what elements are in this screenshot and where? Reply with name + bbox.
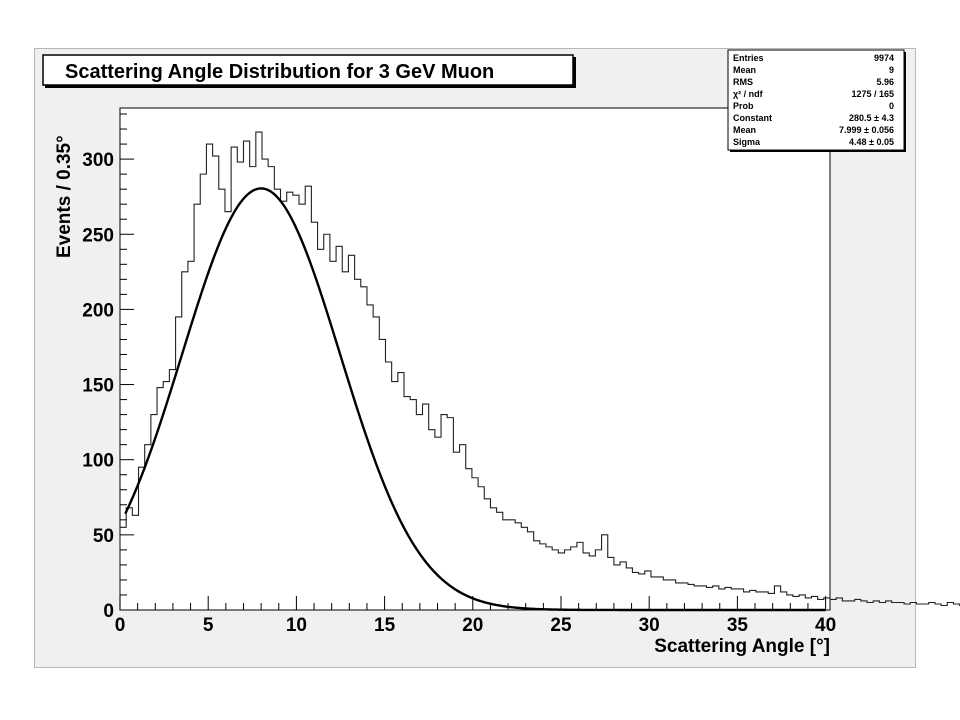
- y-tick-label: 150: [82, 376, 114, 397]
- x-tick-label: 20: [462, 615, 483, 636]
- x-tick-label: 35: [727, 615, 749, 636]
- x-tick-label: 5: [203, 615, 214, 636]
- stats-value: 280.5 ± 4.3: [849, 113, 894, 123]
- stats-value: 7.999 ± 0.056: [839, 125, 894, 135]
- x-tick-label: 0: [115, 615, 126, 636]
- stats-label: RMS: [733, 77, 753, 87]
- stats-value: 0: [889, 101, 894, 111]
- stats-label: Mean: [733, 125, 756, 135]
- y-tick-label: 200: [82, 300, 114, 321]
- x-tick-label: 10: [286, 615, 307, 636]
- x-tick-label: 15: [374, 615, 396, 636]
- stats-label: Prob: [733, 101, 754, 111]
- stats-box: Entries 9974 Mean 9 RMS 5.96 χ² / ndf 1275 / 16…: [727, 49, 906, 152]
- x-axis-label: Scattering Angle [°]: [654, 636, 830, 657]
- stats-label: Entries: [733, 53, 764, 63]
- stats-label: Constant: [733, 113, 772, 123]
- stats-value: 1275 / 165: [851, 89, 894, 99]
- stats-label: Mean: [733, 65, 756, 75]
- x-tick-label: 30: [639, 615, 660, 636]
- stats-value: 9974: [874, 53, 894, 63]
- y-axis-label: Events / 0.35°: [54, 135, 75, 258]
- y-tick-label: 300: [82, 150, 114, 171]
- histogram-series: [119, 131, 960, 610]
- title-box: Scattering Angle Distribution for 3 GeV …: [42, 54, 576, 88]
- y-tick-label: 100: [82, 451, 114, 472]
- x-tick-label: 25: [550, 615, 572, 636]
- y-tick-label: 0: [103, 601, 114, 622]
- x-tick-label: 40: [815, 615, 836, 636]
- stats-value: 5.96: [876, 77, 894, 87]
- stats-value: 4.48 ± 0.05: [849, 137, 894, 147]
- stats-label: Sigma: [733, 137, 761, 147]
- plot-area: [119, 107, 831, 611]
- gaussian-fit-curve: [124, 187, 826, 612]
- y-tick-label: 250: [82, 225, 114, 246]
- stats-label: χ² / ndf: [733, 89, 764, 99]
- stats-value: 9: [889, 65, 894, 75]
- y-tick-label: 50: [93, 526, 114, 547]
- chart-title: Scattering Angle Distribution for 3 GeV …: [65, 61, 494, 83]
